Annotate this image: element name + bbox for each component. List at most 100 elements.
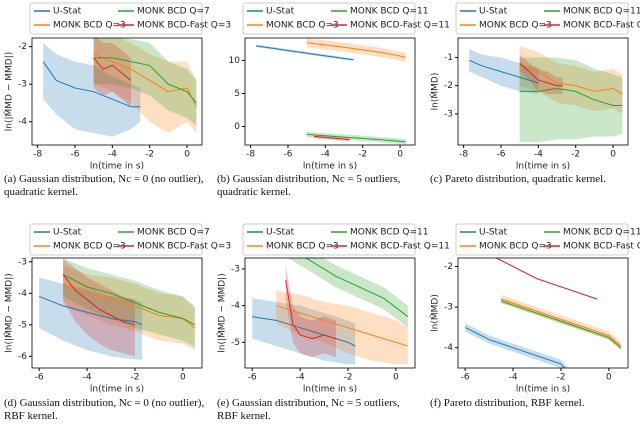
series-line [314, 135, 350, 141]
x-tick-label: -2 [571, 150, 580, 160]
x-tick-label: -2 [343, 373, 352, 383]
x-axis-label: ln(time in s) [303, 385, 357, 395]
plot-area [252, 258, 409, 365]
y-tick-label: -6 [18, 352, 27, 362]
legend-label: MONK BCD-Fast Q=11 [350, 242, 450, 252]
y-tick-label: 5 [234, 89, 240, 99]
series-line [464, 326, 566, 368]
confidence-band [306, 38, 406, 62]
axes-frame [244, 37, 416, 146]
y-tick-label: -4 [231, 301, 240, 311]
series-line [93, 57, 132, 81]
x-tick-label: -8 [33, 150, 42, 160]
x-tick-label: -4 [534, 150, 543, 160]
legend-label: MONK BCD Q=3 [53, 21, 126, 31]
x-axis-label: ln(time in s) [516, 385, 570, 395]
x-tick-label: -4 [83, 373, 92, 383]
legend-box [455, 223, 629, 256]
y-tick-label: -1 [444, 53, 453, 63]
series-line [42, 61, 141, 108]
caption: (e) Gaussian distribution, Nc = 5 outlie… [217, 397, 400, 422]
plot-area [464, 258, 622, 368]
x-tick-label: -8 [246, 150, 255, 160]
legend-label: MONK BCD Q=7 [137, 228, 210, 238]
confidence-band [469, 49, 539, 95]
legend-label: MONK BCD Q=11 [350, 228, 429, 238]
x-tick-label: -2 [145, 150, 154, 160]
confidence-band [252, 298, 356, 365]
series-line [285, 279, 337, 340]
y-tick-label: -3 [18, 80, 27, 90]
legend-label: MONK BCD-Fast Q=3 [137, 242, 231, 252]
x-tick-label: -8 [459, 150, 468, 160]
x-tick-label: -2 [130, 373, 139, 383]
x-tick-label: 0 [606, 373, 612, 383]
axes-frame [31, 257, 203, 369]
axes-frame [244, 257, 416, 369]
legend-label: MONK BCD Q=11 [350, 7, 429, 17]
series-line [93, 57, 197, 104]
y-tick-label: 0 [234, 122, 240, 132]
confidence-band [63, 258, 135, 357]
y-tick-label: -5 [18, 320, 27, 330]
x-axis-label: ln(time in s) [90, 162, 144, 172]
x-tick-label: -4 [108, 150, 117, 160]
x-tick-label: 0 [610, 150, 616, 160]
y-axis-label: ln(|M̂MD − MMD|) [3, 273, 15, 352]
legend-label: MONK BCD Q=11 [563, 7, 640, 17]
y-tick-label: -4 [444, 343, 453, 353]
legend-label: MONK BCD Q=3 [479, 242, 552, 252]
series-line [500, 300, 622, 349]
legend-box [29, 2, 203, 35]
confidence-band [494, 258, 597, 300]
confidence-band [288, 258, 408, 328]
series-line [256, 45, 354, 61]
x-tick-label: -6 [461, 373, 470, 383]
y-tick-label: 10 [229, 56, 241, 66]
y-axis-label: ln(|M̂MD − MMD|) [216, 273, 228, 352]
series-line [519, 65, 623, 95]
series-line [519, 88, 623, 106]
x-tick-label: -2 [556, 373, 565, 383]
plot-area [38, 258, 196, 360]
series-line [38, 295, 143, 326]
plot-area [42, 38, 197, 137]
caption: (f) Pareto distribution, RBF kernel. [430, 397, 585, 409]
confidence-band [285, 265, 336, 357]
legend-label: MONK BCD Q=3 [266, 21, 339, 31]
x-tick-label: -6 [35, 373, 44, 383]
caption: (b) Gaussian distribution, Nc = 5 outlie… [217, 173, 401, 198]
axes-frame [457, 257, 629, 369]
caption: (a) Gaussian distribution, Nc = 0 (no ou… [4, 173, 204, 198]
confidence-band [276, 291, 408, 365]
series-line [305, 258, 409, 318]
series-line [62, 273, 196, 326]
legend-label: MONK BCD Q=3 [266, 242, 339, 252]
legend-label: U-Stat [479, 228, 508, 238]
x-axis-label: ln(time in s) [90, 385, 144, 395]
series-line [275, 305, 408, 347]
plot-area [256, 38, 406, 145]
x-tick-label: -2 [358, 150, 367, 160]
y-axis-label: ln(M̂MD) [429, 294, 441, 332]
confidence-band [39, 277, 143, 360]
y-tick-label: -3 [444, 109, 453, 119]
series-line [495, 258, 598, 300]
legend-box [29, 223, 203, 256]
series-line [306, 133, 406, 143]
y-tick-label: -4 [18, 117, 27, 127]
confidence-band [63, 258, 195, 347]
y-tick-label: -2 [444, 81, 453, 91]
x-tick-label: -6 [70, 150, 79, 160]
legend-box [242, 223, 416, 256]
y-axis-label: ln(M̂MD) [429, 73, 441, 111]
series-line [93, 53, 197, 107]
x-tick-label: -4 [321, 150, 330, 160]
legend-label: U-Stat [266, 7, 295, 17]
legend-box [242, 2, 416, 35]
caption: (c) Pareto distribution, quadratic kerne… [430, 173, 606, 185]
confidence-band [93, 38, 197, 126]
legend-box [455, 2, 629, 35]
